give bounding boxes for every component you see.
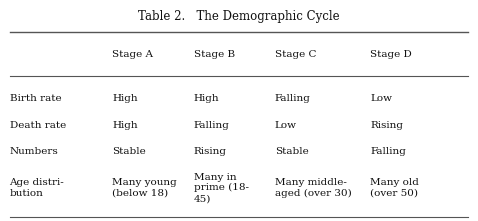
Text: Low: Low	[370, 94, 392, 103]
Text: Falling: Falling	[275, 94, 311, 103]
Text: Rising: Rising	[370, 122, 403, 130]
Text: Stage C: Stage C	[275, 50, 316, 59]
Text: Birth rate: Birth rate	[10, 94, 61, 103]
Text: High: High	[112, 122, 138, 130]
Text: Stage D: Stage D	[370, 50, 412, 59]
Text: Many in
prime (18-
45): Many in prime (18- 45)	[194, 173, 249, 203]
Text: High: High	[112, 94, 138, 103]
Text: Age distri-
bution: Age distri- bution	[10, 178, 65, 198]
Text: Stable: Stable	[112, 147, 146, 156]
Text: Table 2.   The Demographic Cycle: Table 2. The Demographic Cycle	[138, 10, 340, 23]
Text: Stable: Stable	[275, 147, 309, 156]
Text: Many old
(over 50): Many old (over 50)	[370, 178, 419, 198]
Text: Many young
(below 18): Many young (below 18)	[112, 178, 177, 198]
Text: Stage A: Stage A	[112, 50, 153, 59]
Text: Stage B: Stage B	[194, 50, 235, 59]
Text: Rising: Rising	[194, 147, 227, 156]
Text: High: High	[194, 94, 219, 103]
Text: Low: Low	[275, 122, 297, 130]
Text: Death rate: Death rate	[10, 122, 66, 130]
Text: Many middle-
aged (over 30): Many middle- aged (over 30)	[275, 178, 352, 198]
Text: Falling: Falling	[370, 147, 406, 156]
Text: Falling: Falling	[194, 122, 229, 130]
Text: Numbers: Numbers	[10, 147, 58, 156]
